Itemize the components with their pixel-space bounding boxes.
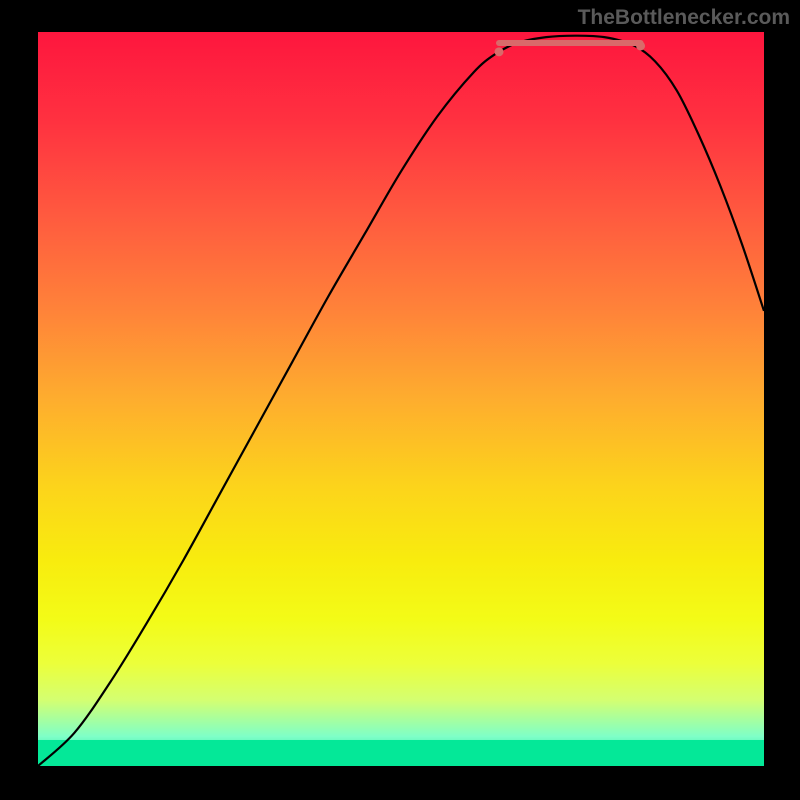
highlight-dot-left bbox=[495, 47, 504, 56]
curve-svg bbox=[38, 32, 764, 766]
bottleneck-curve bbox=[38, 36, 764, 766]
chart-container: TheBottlenecker.com bbox=[0, 0, 800, 800]
highlight-dot-right bbox=[636, 41, 645, 50]
plot-area bbox=[38, 32, 764, 766]
watermark-text: TheBottlenecker.com bbox=[578, 6, 790, 30]
